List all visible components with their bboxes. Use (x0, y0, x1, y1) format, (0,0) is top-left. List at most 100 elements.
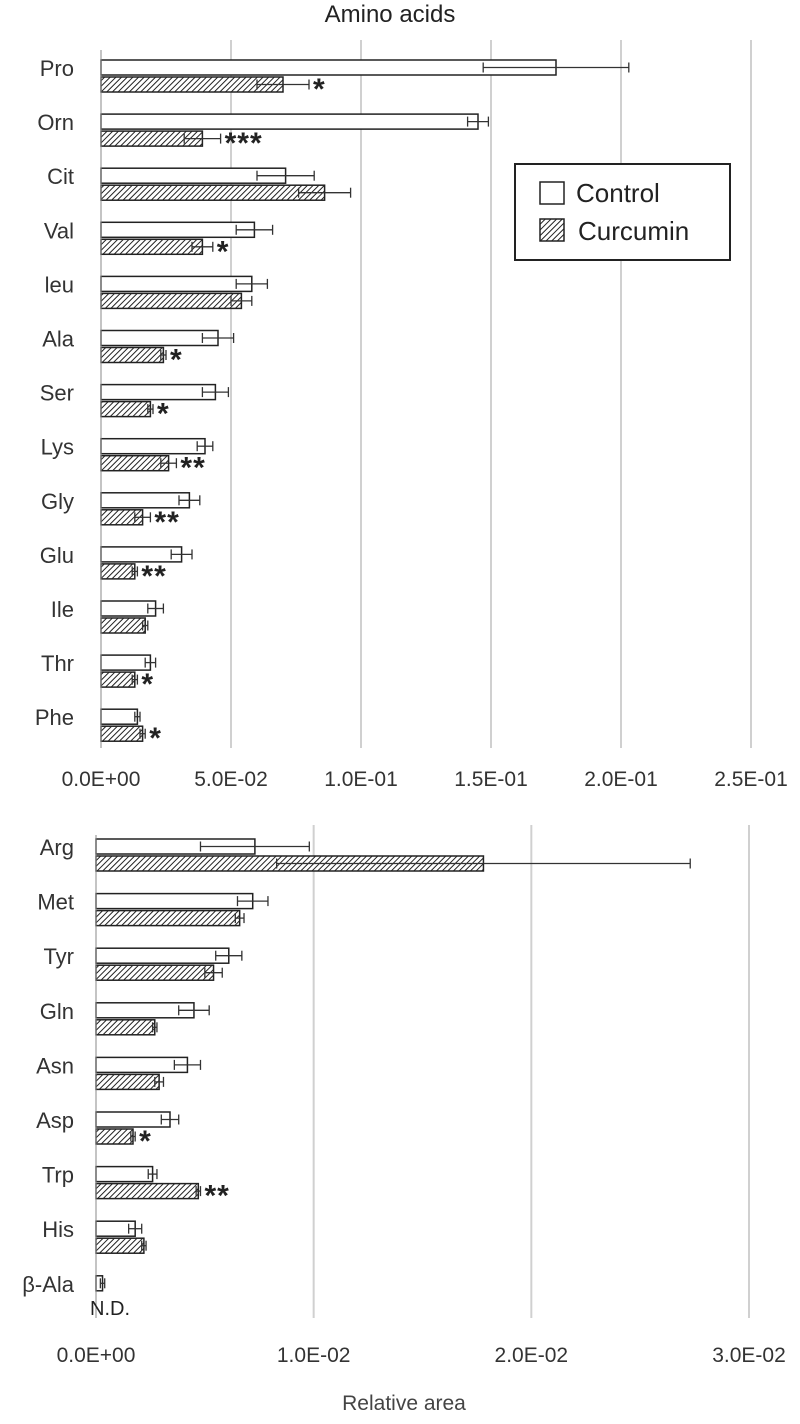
category-label: leu (45, 272, 74, 297)
bar-curcumin (100, 454, 170, 472)
category-label: Phe (35, 705, 74, 730)
bar-curcumin (95, 1073, 160, 1091)
legend: Control Curcumin (514, 163, 731, 261)
category-label: β-Ala (22, 1272, 75, 1297)
bar-curcumin (100, 76, 284, 93)
bar-curcumin (100, 617, 146, 634)
x-tick-label: 5.0E-02 (194, 768, 268, 791)
bar-control (95, 1165, 154, 1183)
bar-group-gly: Gly ** (41, 489, 201, 539)
x-axis-label: Relative area (342, 1392, 466, 1415)
bar-curcumin (100, 184, 326, 201)
category-label: Ser (40, 381, 74, 406)
bar-curcumin (100, 346, 165, 364)
x-tick-label: 2.0E-02 (495, 1344, 569, 1367)
x-tick-label: 0.0E+00 (57, 1344, 136, 1367)
chart-title: Amino acids (325, 1, 456, 28)
category-label: Asp (36, 1108, 74, 1133)
bar-group-ala: Ala * (42, 327, 235, 377)
category-label: Lys (41, 435, 74, 460)
bar-control (100, 113, 479, 130)
legend-swatch-control (539, 181, 565, 205)
bar-group-tyr: Tyr (43, 944, 243, 981)
significance-marker: * (170, 344, 183, 377)
x-tick-label: 1.0E-02 (277, 1344, 351, 1367)
significance-marker: * (157, 398, 170, 431)
category-label: Arg (40, 835, 74, 860)
significance-marker: * (217, 235, 230, 268)
significance-marker: ** (180, 452, 205, 485)
annotation-nd: N.D. (90, 1298, 130, 1320)
significance-marker: * (313, 73, 326, 106)
bar-control (100, 275, 253, 293)
legend-swatch-curcumin (539, 218, 565, 242)
bar-group-asp: Asp * (36, 1108, 180, 1158)
bar-curcumin (100, 292, 243, 310)
bar-control (95, 1056, 189, 1074)
significance-marker: ** (154, 506, 179, 539)
significance-marker: * (149, 722, 162, 755)
bar-group-cit: Cit (47, 164, 352, 201)
category-label: Orn (37, 110, 74, 135)
top-panel: 0.0E+00 5.0E-02 1.0E-01 1.5E-01 2.0E-01 2.5E-… (35, 40, 788, 791)
x-tick-label: 2.5E-01 (714, 768, 788, 791)
bar-group-pro: Pro * (40, 56, 630, 106)
significance-marker: ** (141, 560, 166, 593)
bar-curcumin (100, 563, 136, 580)
bar-group-ala: β-Ala (22, 1272, 106, 1297)
bar-group-orn: Orn *** (37, 110, 490, 160)
bar-group-leu: leu (45, 272, 269, 310)
bar-group-ile: Ile (51, 597, 165, 634)
category-label: Gln (40, 999, 74, 1024)
bar-group-glu: Glu ** (40, 543, 193, 593)
bar-group-ser: Ser * (40, 381, 230, 431)
bar-group-his: His (42, 1217, 147, 1254)
bar-control (95, 1111, 171, 1128)
bar-curcumin (100, 725, 144, 742)
x-tick-label: 2.0E-01 (584, 768, 658, 791)
bar-group-gln: Gln (40, 999, 210, 1036)
bar-control (95, 892, 254, 910)
bar-curcumin (95, 1237, 145, 1254)
bar-curcumin (95, 1182, 200, 1200)
bar-group-asn: Asn (36, 1053, 202, 1091)
bar-curcumin (100, 671, 136, 688)
bar-curcumin (100, 400, 152, 418)
legend-frame (514, 163, 731, 261)
category-label: Trp (42, 1163, 74, 1188)
significance-marker: * (139, 1125, 152, 1158)
category-label: Ala (42, 327, 75, 352)
bar-group-arg: Arg (40, 835, 691, 872)
bar-group-thr: Thr * (41, 651, 157, 701)
x-tick-label: 1.5E-01 (454, 768, 528, 791)
category-label: Asn (36, 1053, 74, 1078)
category-label: Ile (51, 597, 74, 622)
significance-marker: ** (204, 1180, 229, 1213)
bar-group-lys: Lys ** (41, 435, 214, 485)
category-label: Val (44, 218, 74, 243)
bar-curcumin (95, 1128, 134, 1145)
x-tick-label: 0.0E+00 (62, 768, 141, 791)
bar-curcumin (100, 238, 204, 256)
category-label: Cit (47, 164, 74, 189)
bar-control (100, 708, 139, 725)
legend-label-curcumin: Curcumin (578, 216, 689, 246)
category-label: Gly (41, 489, 74, 514)
x-tick-label: 1.0E-01 (324, 768, 398, 791)
legend-label-control: Control (576, 178, 660, 208)
significance-marker: * (141, 668, 154, 701)
bar-curcumin (95, 964, 215, 981)
bar-group-met: Met (37, 890, 269, 927)
bar-group-trp: Trp ** (42, 1163, 229, 1213)
category-label: Glu (40, 543, 74, 568)
category-label: Thr (41, 651, 74, 676)
category-label: Pro (40, 56, 74, 81)
bar-control (95, 947, 230, 964)
bottom-panel: 0.0E+00 1.0E-02 2.0E-02 3.0E-02 Arg Met Tyr Gln… (22, 825, 786, 1367)
bar-curcumin (95, 909, 241, 927)
x-tick-label: 3.0E-02 (712, 1344, 786, 1367)
category-label: Met (37, 890, 74, 915)
bar-group-phe: Phe * (35, 705, 162, 755)
